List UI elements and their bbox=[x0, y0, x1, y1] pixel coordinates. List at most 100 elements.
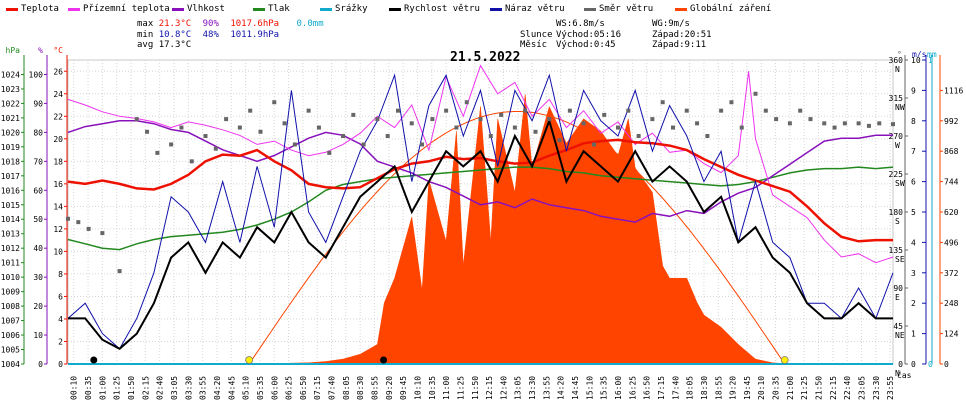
axis-tick-label-pressure_hpa: 1011 bbox=[1, 259, 20, 268]
axis-tick-label-temperature_c: 18 bbox=[53, 157, 63, 166]
wind-dir-point bbox=[774, 117, 779, 122]
legend-swatch bbox=[172, 8, 184, 11]
time-tick-label: 21:50 bbox=[815, 376, 824, 400]
time-tick-label: 15:10 bbox=[585, 376, 594, 400]
wind-dir-point bbox=[76, 220, 81, 225]
legend-swatch bbox=[68, 8, 80, 11]
stats-avg: avg 17.3°C bbox=[137, 40, 191, 50]
axis-compass-label: N bbox=[895, 65, 900, 74]
time-tick-label: 17:40 bbox=[671, 376, 680, 400]
time-tick-label: 21:00 bbox=[786, 376, 795, 400]
axis-tick-label-pressure_hpa: 1007 bbox=[1, 317, 20, 326]
wind-dir-point bbox=[626, 108, 631, 113]
stats-max-label: max bbox=[137, 19, 154, 29]
time-tick-label: 12:15 bbox=[485, 376, 494, 400]
axis-tick-label-humidity_pct: 30 bbox=[33, 273, 43, 282]
axis-compass-label: S bbox=[895, 217, 900, 226]
time-tick-label: 06:50 bbox=[299, 376, 308, 400]
time-tick-label: 16:50 bbox=[643, 376, 652, 400]
axis-tick-label-humidity_pct: 40 bbox=[33, 244, 43, 253]
axis-tick-label-pressure_hpa: 1009 bbox=[1, 288, 20, 297]
axis-tick-label-pressure_hpa: 1013 bbox=[1, 230, 20, 239]
axis-tick-label-humidity_pct: 10 bbox=[33, 331, 43, 340]
wind-dir-point bbox=[533, 129, 538, 134]
legend-label: Směr větru bbox=[599, 4, 654, 14]
time-tick-label: 20:35 bbox=[772, 376, 781, 400]
legend-swatch bbox=[675, 8, 687, 11]
time-tick-label: 01:50 bbox=[127, 376, 136, 400]
wind-dir-point bbox=[891, 122, 895, 127]
time-tick-label: 21:25 bbox=[800, 376, 809, 400]
wind-dir-point bbox=[213, 146, 218, 151]
axis-tick-label-humidity_pct: 90 bbox=[33, 99, 43, 108]
wind-dir-point bbox=[145, 129, 150, 134]
legend-label: Srážky bbox=[335, 4, 368, 14]
wind-dir-point bbox=[512, 125, 517, 130]
wind-dir-point bbox=[258, 129, 263, 134]
time-tick-label: 20:10 bbox=[757, 376, 766, 400]
axis-tick-label-humidity_pct: 20 bbox=[33, 302, 43, 311]
axis-tick-label-rain: 0 bbox=[928, 360, 933, 369]
wind-dir-point bbox=[842, 121, 847, 126]
wind-dir-point bbox=[237, 125, 242, 130]
info-moonset: Západ:9:11 bbox=[652, 40, 707, 50]
wind-dir-point bbox=[454, 125, 459, 130]
wind-dir-point bbox=[822, 121, 827, 126]
time-tick-label: 12:40 bbox=[499, 376, 508, 400]
axis-compass-label: SW bbox=[895, 179, 905, 188]
axis-tick-label-wind-speed: 0 bbox=[911, 360, 916, 369]
wind-dir-point bbox=[306, 108, 311, 113]
axis-compass-label: N bbox=[895, 369, 900, 378]
wind-dir-point bbox=[464, 100, 469, 105]
axis-tick-label-pressure_hpa: 1015 bbox=[1, 201, 20, 210]
axis-tick-label-pressure_hpa: 1004 bbox=[1, 360, 20, 369]
legend-label: Globální záření bbox=[690, 4, 772, 14]
axis-tick-label-humidity_pct: 70 bbox=[33, 157, 43, 166]
sunrise-marker bbox=[245, 356, 254, 364]
axis-tick-label-humidity_pct: 80 bbox=[33, 128, 43, 137]
axis-tick-label-temperature_c: 12 bbox=[53, 225, 63, 234]
info-moon-label: Měsíc bbox=[520, 40, 548, 50]
wind-dir-point bbox=[430, 117, 435, 122]
stats-max: max 21.3°C 90% 1017.6hPa 0.0mm bbox=[137, 19, 324, 29]
stats-max-rain: 0.0mm bbox=[296, 19, 324, 29]
axis-tick-label-wind-dir: 45 bbox=[893, 322, 903, 331]
axis-unit-wind-speed: m/s bbox=[912, 50, 927, 59]
wind-dir-point bbox=[798, 108, 803, 113]
legend-label: Přízemní teplota bbox=[83, 4, 170, 14]
axis-tick-label-wind-speed: 5 bbox=[911, 208, 916, 217]
axis-tick-label-pressure_hpa: 1010 bbox=[1, 273, 20, 282]
axis-tick-label-humidity_pct: 0 bbox=[38, 360, 43, 369]
axis-tick-label-wind-speed: 7 bbox=[911, 147, 916, 156]
wind-dir-point bbox=[602, 112, 607, 117]
time-tick-label: 04:20 bbox=[213, 376, 222, 400]
time-tick-label: 11:25 bbox=[456, 376, 465, 400]
time-tick-label: 03:30 bbox=[184, 376, 193, 400]
stats-min-hum: 48% bbox=[202, 30, 219, 40]
axis-tick-label-wind-speed: 3 bbox=[911, 269, 916, 278]
time-tick-label: 05:35 bbox=[256, 376, 265, 400]
axis-tick-label-radiation: 372 bbox=[944, 269, 959, 278]
legend-swatch bbox=[253, 8, 265, 11]
axis-tick-label-wind-speed: 10 bbox=[911, 56, 921, 65]
wind-dir-point bbox=[636, 134, 641, 138]
axis-tick-label-pressure_hpa: 1022 bbox=[1, 99, 20, 108]
stats-min: min 10.8°C 48% 1011.9hPa bbox=[137, 30, 279, 40]
wind-dir-point bbox=[499, 112, 504, 117]
axis-tick-label-rain: 1 bbox=[928, 56, 933, 65]
time-tick-label: 14:20 bbox=[557, 376, 566, 400]
axis-tick-label-wind-speed: 4 bbox=[911, 238, 916, 247]
axis-tick-label-pressure_hpa: 1014 bbox=[1, 215, 20, 224]
axis-tick-label-wind-dir: 270 bbox=[889, 132, 904, 141]
info-sun-label: Slunce bbox=[520, 30, 553, 40]
wind-dir-point bbox=[808, 117, 813, 122]
axis-tick-label-radiation: 620 bbox=[944, 208, 959, 217]
axis-tick-label-pressure_hpa: 1019 bbox=[1, 143, 20, 152]
time-tick-label: 16:25 bbox=[628, 376, 637, 400]
time-tick-label: 14:45 bbox=[571, 376, 580, 400]
time-tick-label: 17:15 bbox=[657, 376, 666, 400]
wind-dir-point bbox=[385, 134, 390, 138]
stats-min-temp: 10.8°C bbox=[158, 30, 192, 40]
stats-avg-label: avg bbox=[137, 40, 154, 50]
wind-dir-point bbox=[567, 108, 572, 113]
